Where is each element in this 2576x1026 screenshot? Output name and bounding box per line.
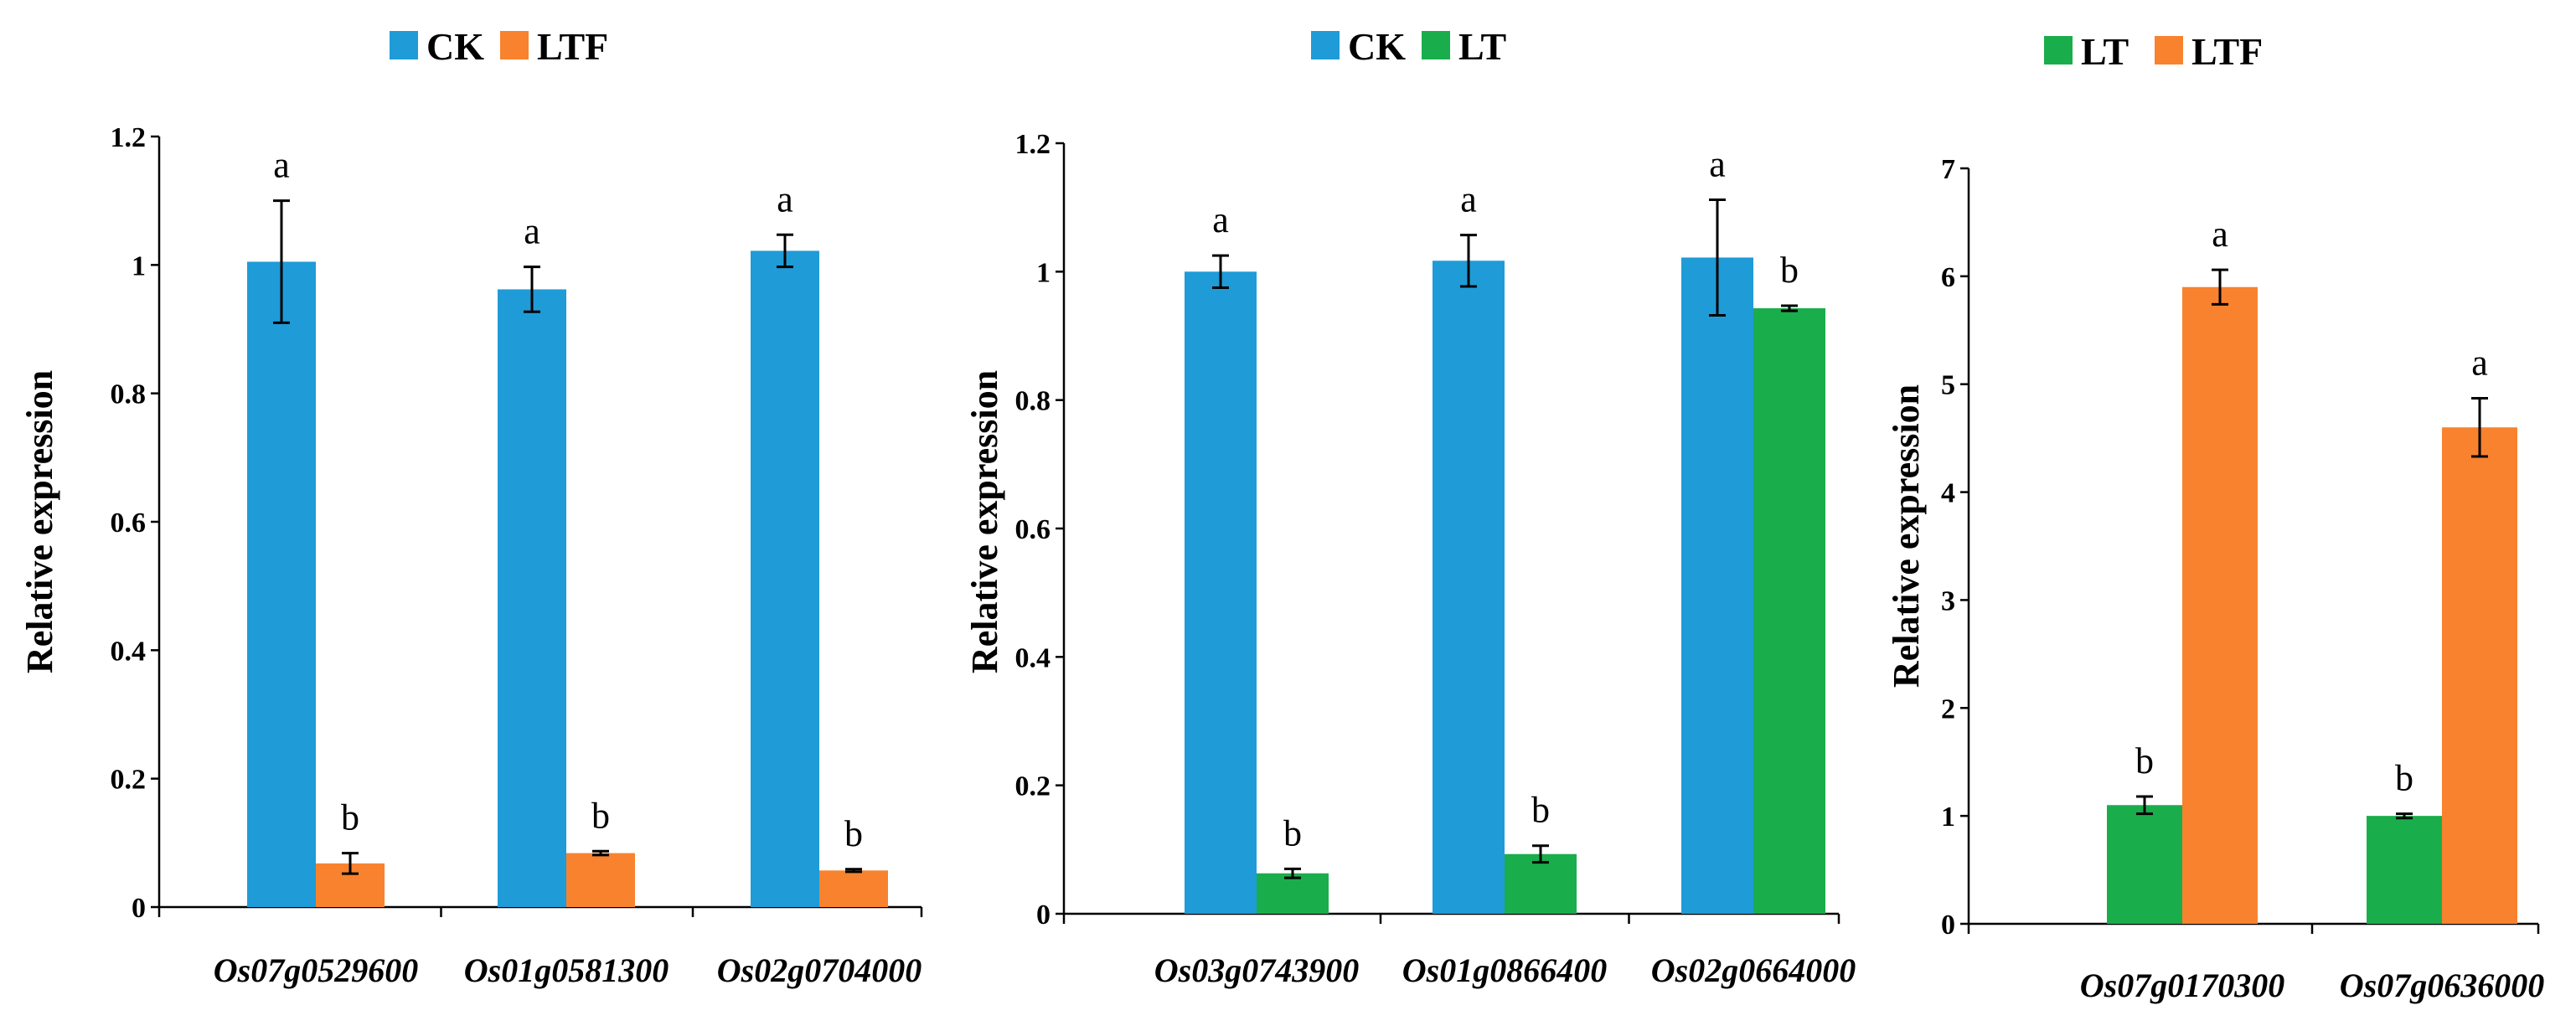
significance-label: a — [273, 145, 290, 186]
legend-swatch-ck — [390, 31, 418, 59]
bar-ck — [1433, 260, 1505, 914]
y-tick-label: 5 — [1941, 370, 1955, 401]
significance-label: b — [2135, 740, 2154, 781]
y-tick-label: 0.6 — [1015, 514, 1051, 545]
significance-label: a — [777, 178, 793, 219]
y-tick-label: 0 — [1036, 900, 1051, 931]
significance-label: b — [1531, 790, 1550, 831]
category-label: Os03g0743900 — [1154, 951, 1359, 989]
category-label: Os02g0704000 — [717, 951, 921, 989]
y-tick-label: 1.2 — [111, 122, 147, 153]
bar-ck — [1185, 271, 1257, 914]
bar-ltf — [2182, 286, 2258, 924]
y-tick-label: 6 — [1941, 262, 1955, 293]
legend-label: LT — [2081, 30, 2129, 73]
legend-label: LTF — [2191, 30, 2263, 73]
y-tick-label: 0 — [1941, 910, 1955, 941]
legend-swatch-ltf — [500, 31, 529, 59]
y-axis-label: Relative expression — [964, 370, 1005, 673]
y-axis-label: Relative expression — [1886, 384, 1927, 688]
legend-label: LTF — [537, 25, 608, 68]
y-tick-label: 0.2 — [111, 765, 147, 796]
category-label: Os01g0581300 — [464, 951, 669, 989]
y-tick-label: 0.4 — [111, 636, 147, 667]
y-tick-label: 1 — [132, 250, 146, 281]
bar-ltf — [819, 870, 888, 907]
y-tick-label: 1 — [1941, 802, 1955, 833]
category-label: Os01g0866400 — [1402, 951, 1607, 989]
significance-label: b — [1283, 812, 1302, 853]
y-tick-label: 3 — [1941, 585, 1955, 616]
category-label: Os07g0529600 — [214, 951, 418, 989]
y-axis-label: Relative expression — [19, 370, 60, 673]
y-tick-label: 1.2 — [1015, 129, 1051, 160]
bar-ck — [498, 289, 566, 907]
category-label: Os07g0170300 — [2080, 967, 2284, 1004]
legend-swatch-lt — [2044, 36, 2073, 64]
bar-ltf — [566, 853, 635, 907]
y-tick-label: 0.6 — [111, 508, 147, 539]
y-tick-label: 0.4 — [1015, 642, 1051, 673]
significance-label: a — [524, 211, 540, 252]
y-tick-label: 0.8 — [1015, 386, 1051, 417]
bar-ltf — [2442, 427, 2517, 924]
y-tick-label: 2 — [1941, 693, 1955, 724]
bar-lt — [1505, 853, 1577, 914]
significance-label: b — [1780, 250, 1799, 291]
bar-lt — [2367, 816, 2442, 924]
legend-swatch-ltf — [2155, 36, 2183, 64]
bar-ck — [247, 261, 316, 907]
significance-label: a — [1460, 179, 1477, 220]
bar-lt — [1257, 873, 1329, 914]
y-tick-label: 1 — [1036, 257, 1051, 288]
chart-panel-2: 0 0.2 0.4 0.6 0.8 1 1.2 Relative expression a b Os… — [964, 25, 1856, 989]
chart-panel-1: 0 0.2 0.4 0.6 0.8 1 1.2 Relative expression a b Os… — [19, 25, 923, 989]
significance-label: a — [2212, 214, 2228, 255]
significance-label: b — [341, 797, 359, 838]
significance-label: a — [1212, 199, 1229, 240]
legend-label: CK — [426, 25, 484, 68]
category-label: Os02g0664000 — [1651, 951, 1856, 989]
category-label: Os07g0636000 — [2340, 967, 2544, 1004]
legend-swatch-ck — [1311, 31, 1340, 59]
significance-label: a — [2471, 342, 2488, 383]
legend-label: LT — [1458, 25, 1506, 68]
y-tick-label: 0 — [132, 893, 146, 924]
significance-label: b — [591, 795, 610, 836]
legend-swatch-lt — [1422, 31, 1450, 59]
bar-lt — [2107, 805, 2182, 924]
significance-label: b — [2395, 758, 2413, 799]
bar-lt — [1753, 308, 1825, 914]
y-tick-label: 0.2 — [1015, 771, 1051, 802]
chart-panel-3: 0 1 2 3 4 5 6 7 Relative expression b a Os07g017030… — [1886, 30, 2544, 1004]
significance-label: b — [844, 813, 863, 854]
y-tick-label: 4 — [1941, 478, 1955, 509]
y-tick-label: 7 — [1941, 154, 1955, 185]
y-tick-label: 0.8 — [111, 379, 147, 410]
significance-label: a — [1709, 143, 1726, 184]
bar-ck — [751, 250, 819, 907]
legend-label: CK — [1348, 25, 1406, 68]
bar-ck — [1681, 257, 1753, 914]
